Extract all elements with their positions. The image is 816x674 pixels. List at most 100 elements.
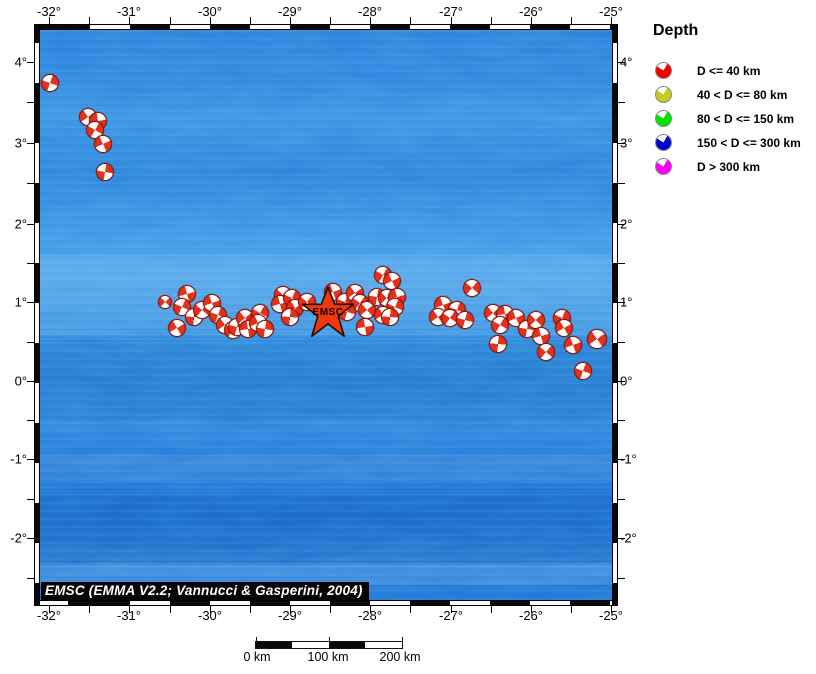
depth-legend: Depth D <= 40 km 40 < D <= 80 km 80 < D <=… (653, 22, 801, 175)
axis-tick-left (27, 380, 34, 382)
scalebar-label: 200 km (379, 650, 421, 664)
axis-tick-top (249, 17, 251, 24)
axis-label-right: -1° (620, 451, 637, 467)
axis-tick-left (27, 262, 34, 264)
focal-mechanism-legend-icon (655, 110, 672, 127)
axis-label-top: -27° (439, 4, 463, 19)
map-scalebar (255, 637, 403, 649)
axis-label-left: 3° (14, 135, 27, 151)
axis-label-bottom: -30° (198, 608, 222, 623)
axis-label-bottom: -27° (439, 608, 463, 623)
legend-item-label: 40 < D <= 80 km (697, 88, 788, 102)
axis-label-bottom: -32° (37, 608, 61, 623)
axis-tick-top (570, 17, 572, 24)
focal-mechanism-legend-icon (655, 86, 672, 103)
axis-tick-left (27, 61, 34, 63)
axis-label-left: 1° (14, 294, 27, 310)
axis-tick-top (289, 17, 291, 24)
axis-tick-top (530, 17, 532, 24)
axis-label-bottom: -25° (599, 608, 623, 623)
legend-item: 40 < D <= 80 km (653, 86, 813, 104)
focal-mechanism-ball (555, 319, 573, 337)
axis-tick-top (169, 17, 171, 24)
axis-tick-left (27, 101, 34, 103)
axis-tick-top (610, 17, 612, 24)
axis-tick-left (27, 223, 34, 225)
focal-mechanism-ball (564, 336, 582, 354)
axis-label-top: -30° (198, 4, 222, 19)
focal-mechanism-ball (491, 316, 509, 334)
axis-tick-right (618, 223, 625, 225)
focal-mechanism-ball (587, 329, 607, 349)
axis-tick-bottom (369, 606, 371, 613)
axis-tick-bottom (289, 606, 291, 613)
focal-mechanism-ball (381, 308, 399, 326)
axis-tick-top (490, 17, 492, 24)
epicenter-star-icon[interactable] (301, 286, 355, 340)
axis-tick-left (27, 182, 34, 184)
axis-tick-bottom (329, 606, 331, 613)
axis-label-right: 3° (620, 135, 633, 151)
axis-label-top: -26° (519, 4, 543, 19)
axis-label-left: -2° (10, 530, 27, 546)
axis-tick-top (369, 17, 371, 24)
axis-tick-left (27, 341, 34, 343)
axis-tick-left (27, 537, 34, 539)
map-frame-left (34, 24, 40, 606)
scalebar-tick (401, 637, 403, 642)
axis-tick-bottom (490, 606, 492, 613)
axis-label-left: 2° (14, 216, 27, 232)
axis-label-top: -28° (358, 4, 382, 19)
focal-mechanism-ball (356, 318, 374, 336)
axis-tick-top (329, 17, 331, 24)
axis-tick-right (618, 262, 625, 264)
focal-mechanism-ball (574, 362, 592, 380)
axis-tick-right (618, 61, 625, 63)
axis-label-right: 4° (620, 54, 633, 70)
axis-tick-right (618, 182, 625, 184)
axis-tick-left (27, 142, 34, 144)
axis-tick-bottom (48, 606, 50, 613)
axis-tick-right (618, 380, 625, 382)
focal-mechanism-ball (168, 319, 186, 337)
focal-mechanism-ball (463, 279, 481, 297)
scalebar-tick (328, 637, 330, 642)
focal-mechanism-ball (537, 343, 555, 361)
axis-tick-top (409, 17, 411, 24)
focal-mechanism-ball (456, 311, 474, 329)
legend-item-label: D <= 40 km (697, 64, 761, 78)
axis-tick-bottom (610, 606, 612, 613)
scalebar-segment (292, 642, 329, 648)
axis-tick-bottom (169, 606, 171, 613)
axis-tick-bottom (450, 606, 452, 613)
axis-label-bottom: -29° (278, 608, 302, 623)
focal-mechanism-ball (96, 163, 114, 181)
scalebar-tick (255, 637, 257, 642)
focal-mechanism-ball (94, 135, 112, 153)
focal-mechanism-legend-icon (655, 134, 672, 151)
axis-tick-top (209, 17, 211, 24)
axis-tick-bottom (570, 606, 572, 613)
map-frame-top (34, 24, 618, 30)
legend-item-label: D > 300 km (697, 160, 761, 174)
scalebar-segment (256, 642, 292, 648)
axis-label-top: -32° (37, 4, 61, 19)
axis-tick-bottom (409, 606, 411, 613)
focal-mechanism-legend-icon (655, 62, 672, 79)
axis-label-right: 0° (620, 373, 633, 389)
legend-item: D > 300 km (653, 158, 813, 176)
epicenter-star-label: EMSC (312, 307, 344, 318)
axis-tick-bottom (128, 606, 130, 613)
axis-label-left: -1° (10, 451, 27, 467)
axis-tick-right (618, 537, 625, 539)
focal-mechanism-ball (256, 320, 274, 338)
focal-mechanism-legend-icon (655, 158, 672, 175)
axis-tick-top (88, 17, 90, 24)
scalebar-label: 0 km (243, 650, 271, 664)
legend-item-label: 80 < D <= 150 km (697, 112, 795, 126)
axis-tick-left (27, 498, 34, 500)
axis-tick-right (618, 498, 625, 500)
focal-mechanism-ball (489, 335, 507, 353)
axis-tick-left (27, 301, 34, 303)
